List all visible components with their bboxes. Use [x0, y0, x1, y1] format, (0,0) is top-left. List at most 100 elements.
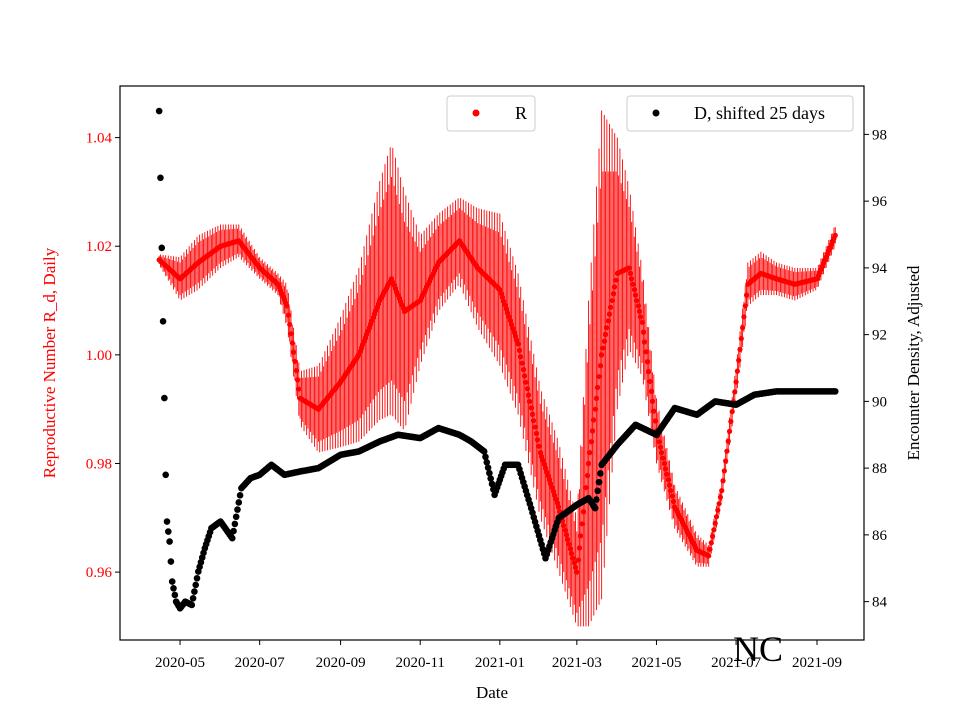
d-point [484, 464, 492, 472]
r-point [609, 297, 615, 304]
r-point [587, 450, 593, 456]
right-y-tick-label: 96 [872, 194, 888, 210]
d-point [593, 496, 600, 503]
d-point [234, 506, 241, 513]
r-point [648, 388, 654, 394]
r-point [737, 346, 743, 353]
r-point [670, 498, 677, 505]
r-point [527, 398, 533, 405]
r-point [708, 540, 714, 546]
right-y-tick-label: 88 [872, 461, 887, 477]
x-tick-label: 2020-05 [155, 655, 205, 671]
r-point [287, 321, 293, 328]
r-point [555, 504, 562, 510]
d-point [167, 558, 175, 565]
r-point [579, 521, 585, 527]
r-point [289, 340, 295, 346]
r-point [284, 303, 290, 309]
x-tick-label: 2020-07 [235, 655, 285, 671]
r-point [519, 360, 525, 366]
legend-d: D, shifted 25 days [626, 95, 854, 132]
r-point [724, 448, 730, 454]
r-point [709, 533, 716, 539]
d-point [191, 588, 198, 595]
r-point [669, 493, 675, 499]
series-r [156, 110, 838, 627]
x-tick-label: 2020-11 [395, 655, 444, 671]
r-point [600, 345, 606, 351]
r-point [532, 424, 538, 430]
d-point [591, 504, 599, 512]
r-point [642, 339, 648, 345]
r-point [721, 468, 727, 474]
x-axis: 2020-05 2020-07 2020-09 2020-11 2021-01 2021-… [155, 640, 842, 671]
d-point [482, 453, 489, 461]
r-point [715, 507, 721, 513]
r-point [719, 488, 725, 494]
left-y-tick-label: 0.96 [86, 565, 113, 581]
r-point [610, 291, 616, 297]
r-point [649, 398, 656, 404]
r-point [661, 460, 667, 467]
r-point [651, 408, 657, 414]
r-point [516, 347, 523, 353]
x-tick-label: 2021-05 [631, 655, 681, 671]
r-point [634, 297, 640, 304]
d-point [231, 520, 239, 528]
r-point [536, 443, 542, 449]
x-tick-label: 2021-03 [552, 655, 602, 671]
x-tick-label: 2021-01 [475, 655, 525, 671]
r-point [595, 384, 601, 391]
r-point [664, 471, 670, 477]
r-point [567, 546, 573, 552]
r-point [596, 373, 602, 380]
r-point [604, 325, 610, 331]
state-annotation: NC [733, 629, 783, 669]
legend-r: R [446, 95, 536, 132]
r-point [725, 438, 731, 444]
d-point [235, 499, 243, 506]
d-point [163, 518, 171, 525]
r-point [630, 281, 636, 287]
series-d [155, 107, 839, 612]
r-point [576, 545, 583, 551]
r-point [565, 536, 571, 543]
r-point [668, 488, 674, 494]
r-point [613, 277, 619, 283]
r-point [561, 522, 567, 529]
r-point [531, 418, 537, 424]
r-point [523, 379, 529, 385]
r-point [636, 308, 643, 315]
r-point [575, 557, 581, 563]
d-point [161, 394, 168, 402]
r-point [626, 265, 632, 271]
r-point [292, 358, 298, 364]
r-point [602, 331, 609, 338]
r-point [612, 284, 618, 290]
r-point [533, 430, 539, 437]
r-point [591, 417, 597, 423]
r-point [720, 478, 726, 484]
right-y-tick-label: 90 [872, 394, 887, 410]
r-point [570, 555, 576, 561]
r-point [740, 325, 746, 331]
r-point [743, 292, 750, 298]
r-point [288, 331, 294, 337]
r-point [713, 514, 720, 520]
r-point [660, 455, 666, 461]
x-tick-label: 2020-09 [316, 655, 366, 671]
r-point [726, 428, 733, 434]
r-point [657, 444, 663, 450]
legend-d-frame [626, 95, 854, 132]
d-point [488, 480, 496, 488]
r-point [583, 485, 589, 491]
x-tick-label: 2021-09 [792, 655, 842, 671]
x-axis-label: Date [476, 683, 508, 702]
r-point [529, 411, 536, 417]
r-point [639, 319, 645, 325]
right-y-tick-label: 94 [872, 261, 888, 277]
r-point [663, 466, 669, 472]
legend-r-marker [472, 109, 480, 117]
r-point [665, 477, 671, 483]
d-point [831, 388, 839, 395]
